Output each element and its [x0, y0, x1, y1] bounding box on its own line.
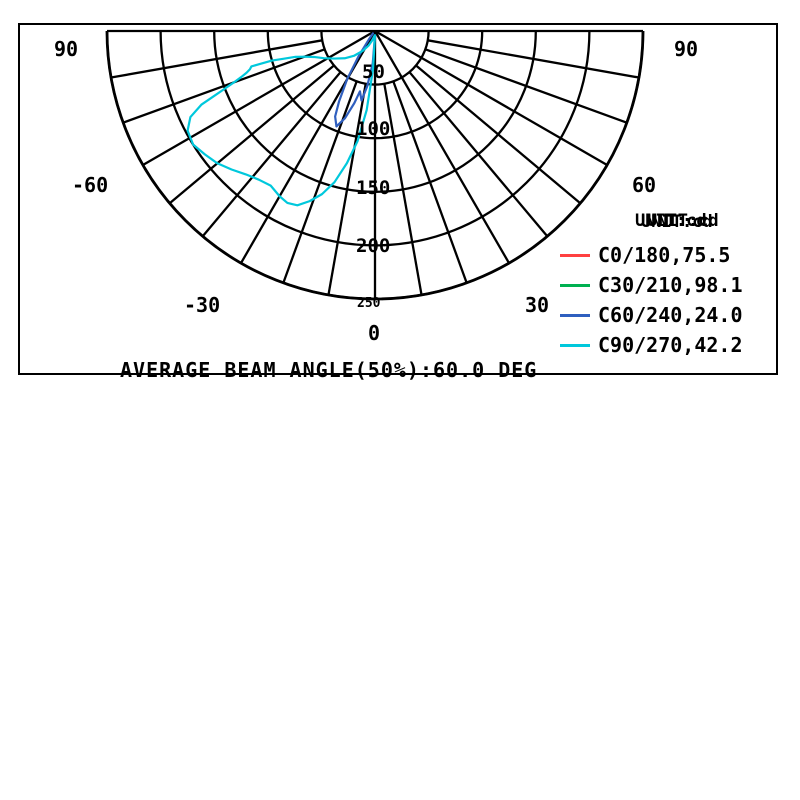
angle-label-6: 90 [674, 37, 699, 61]
radial-label-2: 150 [356, 177, 391, 199]
legend-item-2[interactable]: C60/240,24.0 [560, 301, 743, 329]
legend-swatch-icon-1 [560, 283, 590, 287]
legend-title-ghost-1: UNIT:cd [635, 211, 707, 231]
angle-label-1: -60 [72, 173, 109, 197]
legend-label-0: C0/180,75.5 [598, 243, 731, 267]
legend-swatch-icon-0 [560, 253, 590, 257]
legend-label-1: C30/210,98.1 [598, 273, 743, 297]
legend-swatch-icon-3 [560, 343, 590, 347]
legend-item-1[interactable]: C30/210,98.1 [560, 271, 743, 299]
legend-title-ghost-2: UNIT:cd [641, 212, 713, 232]
legend-swatch-icon-2 [560, 313, 590, 317]
radial-label-4: 250 [357, 296, 381, 311]
polar-curves [186, 32, 377, 207]
polar-plot-svg [105, 29, 645, 301]
curve-C90-270 [186, 34, 377, 207]
radial-label-1: 100 [356, 118, 391, 140]
angle-label-4: 30 [525, 293, 550, 317]
angle-label-3: 0 [368, 321, 381, 345]
legend-label-3: C90/270,42.2 [598, 333, 743, 357]
radial-label-0: 50 [362, 61, 385, 83]
legend-label-2: C60/240,24.0 [598, 303, 743, 327]
angle-label-5: 60 [632, 173, 657, 197]
legend-title-ghost-3: UNIT:cd [647, 211, 719, 231]
angle-label-2: -30 [184, 293, 221, 317]
radial-label-3: 200 [356, 235, 391, 257]
curve-C60-240 [334, 32, 377, 128]
legend-item-0[interactable]: C0/180,75.5 [560, 241, 730, 269]
legend-item-3[interactable]: C90/270,42.2 [560, 331, 743, 359]
angle-label-0: 90 [54, 37, 79, 61]
polar-chart-frame: 90 -60 -30 0 30 60 90 50 100 150 200 250 AVERAGE B… [18, 23, 778, 382]
average-beam-angle-text: AVERAGE BEAM ANGLE(50%):60.0 DEG [120, 358, 538, 382]
